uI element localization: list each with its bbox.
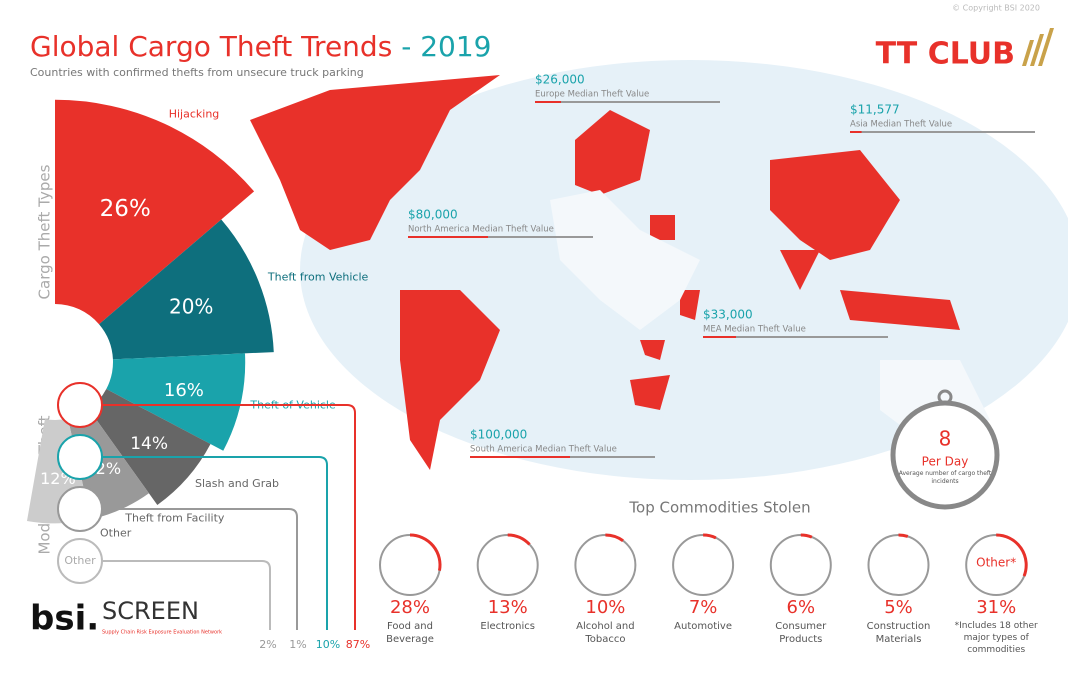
theft-types-label: Cargo Theft Types bbox=[36, 164, 54, 299]
mode-line bbox=[102, 404, 356, 630]
stopwatch-unit: Per Day bbox=[922, 455, 969, 469]
theft-wedge bbox=[99, 219, 274, 360]
mode-icon bbox=[57, 434, 103, 480]
north-america bbox=[250, 75, 500, 250]
theft-name: Slash and Grab bbox=[195, 477, 279, 490]
region-value: $33,000 bbox=[703, 308, 753, 322]
theft-wedge bbox=[88, 389, 211, 505]
theft-name: Other bbox=[100, 526, 132, 539]
mode-icon bbox=[57, 382, 103, 428]
commodity-arc bbox=[800, 533, 813, 539]
title-text: Global Cargo Theft Trends bbox=[30, 30, 392, 63]
theft-wedge bbox=[55, 99, 255, 325]
theft-percent: 26% bbox=[100, 196, 151, 222]
commodity-percent: 7% bbox=[689, 597, 718, 618]
brand-logo bbox=[1022, 28, 1054, 66]
commodity-name-box: Food and Beverage bbox=[386, 621, 434, 645]
theft-wedge bbox=[106, 353, 246, 451]
theft-percent: 16% bbox=[164, 380, 204, 401]
stopwatch: 8 Per Day bbox=[890, 389, 1000, 510]
stopwatch-note-box: Average number of cargo theft incidents bbox=[898, 470, 992, 485]
commodity-ring bbox=[672, 534, 735, 596]
south-america bbox=[400, 290, 500, 470]
title: Global Cargo Theft Trends - 2019 bbox=[30, 30, 491, 63]
commodity-percent: 10% bbox=[585, 597, 625, 618]
commodity-name-box: Construction Materials bbox=[866, 621, 931, 645]
region-value: $26,000 bbox=[535, 73, 585, 87]
commodity-arc bbox=[996, 533, 1028, 577]
stopwatch-face bbox=[890, 400, 1000, 510]
commodity-name: Electronics bbox=[480, 621, 535, 632]
europe bbox=[575, 110, 650, 195]
region-label: Asia Median Theft Value bbox=[850, 120, 952, 130]
commodity-name-box: Consumer Products bbox=[775, 621, 827, 645]
mode-line bbox=[102, 456, 328, 630]
mode-line bbox=[102, 508, 298, 630]
commodity-name-box: Automotive bbox=[674, 621, 733, 632]
commodity-name-box: *Includes 18 other major types of commod… bbox=[954, 621, 1038, 655]
theft-percent: 14% bbox=[130, 434, 168, 454]
bsi-logo: bsi. bbox=[30, 599, 99, 639]
copyright: © Copyright BSI 2020 bbox=[952, 4, 1040, 13]
region-label: North America Median Theft Value bbox=[408, 225, 554, 235]
theft-name: Theft from Vehicle bbox=[267, 271, 369, 284]
mode-line bbox=[102, 560, 271, 630]
land bbox=[550, 190, 990, 440]
theft-name: Theft from Facility bbox=[124, 511, 225, 524]
region-label: Europe Median Theft Value bbox=[535, 90, 649, 100]
mode-other-icon: Other bbox=[64, 554, 96, 567]
commodity-name: Automotive bbox=[674, 621, 733, 632]
commodity-arc bbox=[507, 533, 531, 546]
region-value: $100,000 bbox=[470, 428, 527, 442]
screen-logo: SCREEN bbox=[102, 597, 199, 625]
region-value: $11,577 bbox=[850, 103, 900, 117]
commodity-arc bbox=[605, 533, 624, 542]
commodity-name: *Includes 18 other major types of commod… bbox=[954, 621, 1038, 655]
title-year: - 2019 bbox=[401, 30, 491, 63]
theft-name: Hijacking bbox=[169, 108, 220, 121]
commodity-ring bbox=[769, 534, 832, 596]
stopwatch-note: Average number of cargo theft incidents bbox=[898, 470, 992, 485]
commodity-percent: 13% bbox=[488, 597, 528, 618]
mode-icon bbox=[57, 486, 103, 532]
region-label: MEA Median Theft Value bbox=[703, 325, 806, 335]
theft-percent: 20% bbox=[169, 295, 213, 319]
commodity-other-icon: Other* bbox=[976, 556, 1016, 570]
brand: TT CLUB bbox=[876, 37, 1015, 72]
commodity-ring bbox=[867, 534, 930, 596]
mode-percent: 87% bbox=[346, 638, 370, 651]
stopwatch-value: 8 bbox=[939, 427, 952, 451]
commodity-name: Alcohol and Tobacco bbox=[576, 621, 635, 645]
commodity-name-box: Electronics bbox=[480, 621, 535, 632]
commodities-title: Top Commodities Stolen bbox=[628, 499, 810, 517]
region-value: $80,000 bbox=[408, 208, 458, 222]
mode-percent: 1% bbox=[289, 638, 306, 651]
commodity-name: Food and Beverage bbox=[386, 621, 434, 645]
commodity-name: Construction Materials bbox=[866, 621, 931, 645]
commodity-percent: 28% bbox=[390, 597, 430, 618]
screen-sub: Supply Chain Risk Exposure Evaluation Ne… bbox=[102, 630, 222, 636]
world-map bbox=[250, 60, 1068, 480]
commodity-percent: 6% bbox=[787, 597, 816, 618]
commodity-arc bbox=[898, 533, 909, 538]
commodity-percent: 5% bbox=[884, 597, 913, 618]
mode-percent: 2% bbox=[259, 638, 276, 651]
commodity-name-box: Alcohol and Tobacco bbox=[576, 621, 635, 645]
africa bbox=[630, 215, 700, 410]
commodity-name: Consumer Products bbox=[775, 621, 827, 645]
commodity-percent: 31% bbox=[976, 597, 1016, 618]
commodity-arc bbox=[409, 533, 442, 571]
commodity-arc bbox=[703, 533, 717, 540]
region-label: South America Median Theft Value bbox=[470, 445, 617, 455]
subtitle: Countries with confirmed thefts from uns… bbox=[30, 66, 364, 79]
asia bbox=[770, 150, 960, 330]
commodity-ring bbox=[574, 534, 637, 596]
mode-percent: 10% bbox=[316, 638, 340, 651]
